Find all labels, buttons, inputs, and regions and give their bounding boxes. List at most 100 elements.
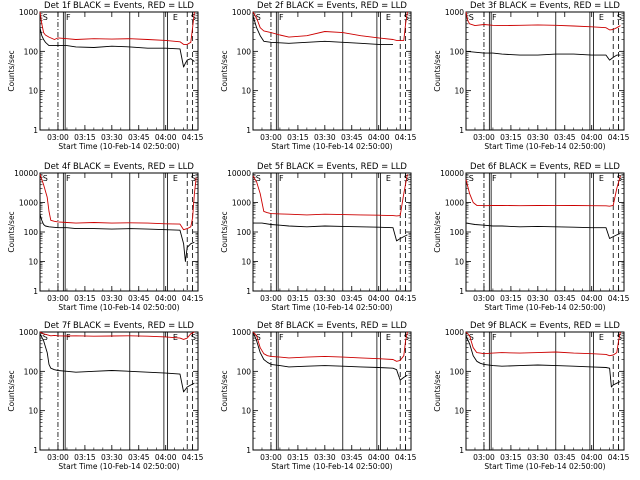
x-tick-label: 03:00 [47, 133, 69, 142]
panel-6: Det 6f BLACK = Events, RED = LLD 1 10 100 10… [433, 162, 630, 312]
series-events-line [465, 222, 621, 239]
x-tick-label: 04:15 [395, 294, 417, 303]
interval-marker: E [386, 174, 391, 183]
interval-marker: S [43, 333, 48, 342]
panel-3: Det 3f BLACK = Events, RED = LLD 1 10 100 10… [433, 1, 630, 151]
x-tick-label: 03:15 [500, 133, 522, 142]
plot-frame [39, 11, 199, 131]
x-tick-label: 03:00 [260, 133, 282, 142]
x-tick-label: 04:00 [581, 133, 603, 142]
y-tick-label: 100 [237, 228, 252, 237]
series-events-line [253, 222, 408, 242]
x-tick-label: 03:15 [500, 453, 522, 462]
plot-frame [465, 331, 625, 451]
y-tick-label: 100 [237, 367, 252, 376]
x-tick-label: 03:30 [314, 294, 336, 303]
series-events-line [252, 15, 393, 45]
x-tick-label: 03:15 [74, 294, 96, 303]
x-tick-label: 03:00 [47, 453, 69, 462]
x-axis-label: Start Time (10-Feb-14 02:50:00) [484, 303, 605, 312]
x-tick-label: 03:30 [314, 133, 336, 142]
panel-title: Det 6f BLACK = Events, RED = LLD [470, 162, 620, 172]
y-tick-label: 100 [24, 367, 39, 376]
x-axis-label: Start Time (10-Feb-14 02:50:00) [271, 303, 392, 312]
y-tick-label: 10000 [440, 169, 464, 178]
y-axis-label: Counts/sec [220, 50, 229, 91]
x-tick-label: 04:00 [581, 453, 603, 462]
x-tick-label: 03:00 [260, 294, 282, 303]
panel-7: Det 7f BLACK = Events, RED = LLD 1 10 100 10… [7, 321, 204, 471]
y-axis-label: Counts/sec [433, 211, 442, 252]
x-tick-label: 04:15 [608, 294, 630, 303]
x-tick-label: 04:15 [395, 453, 417, 462]
interval-marker: S [469, 333, 474, 342]
interval-marker: F [279, 13, 284, 22]
x-tick-label: 04:00 [155, 453, 177, 462]
x-tick-label: 03:00 [260, 453, 282, 462]
plot-frame [39, 331, 199, 451]
panel-title: Det 2f BLACK = Events, RED = LLD [257, 1, 407, 11]
y-tick-label: 100 [450, 47, 465, 56]
interval-marker: E [386, 13, 391, 22]
x-tick-label: 04:15 [395, 133, 417, 142]
panel-title: Det 5f BLACK = Events, RED = LLD [257, 162, 407, 172]
x-tick-label: 03:15 [500, 294, 522, 303]
plot-frame [252, 11, 412, 131]
x-axis-label: Start Time (10-Feb-14 02:50:00) [271, 142, 392, 151]
x-tick-label: 03:30 [527, 133, 549, 142]
x-tick-label: 03:45 [554, 453, 576, 462]
y-tick-label: 10 [28, 407, 38, 416]
interval-marker: S [256, 13, 261, 22]
y-tick-label: 1000 [232, 328, 251, 337]
y-tick-label: 1 [33, 287, 38, 296]
interval-marker: F [492, 174, 497, 183]
x-tick-label: 03:45 [128, 133, 150, 142]
plot-frame [465, 11, 625, 131]
x-tick-label: 04:15 [182, 453, 204, 462]
y-tick-label: 1 [459, 126, 464, 135]
y-axis-label: Counts/sec [7, 370, 16, 411]
series-events-line [39, 214, 195, 262]
y-tick-label: 1 [246, 446, 251, 455]
y-tick-label: 1000 [19, 199, 38, 208]
y-tick-label: 10 [241, 87, 251, 96]
panel-title: Det 7f BLACK = Events, RED = LLD [44, 321, 194, 331]
x-axis-label: Start Time (10-Feb-14 02:50:00) [58, 142, 179, 151]
panel-5: Det 5f BLACK = Events, RED = LLD 1 10 100 10… [220, 162, 417, 312]
y-tick-label: 1000 [232, 8, 251, 17]
x-tick-label: 03:30 [101, 294, 123, 303]
panel-title: Det 1f BLACK = Events, RED = LLD [44, 1, 194, 11]
x-tick-label: 03:00 [473, 133, 495, 142]
interval-marker: S [617, 13, 622, 22]
interval-marker: E [386, 333, 391, 342]
series-events-line [39, 27, 195, 68]
x-tick-label: 03:00 [473, 294, 495, 303]
x-tick-label: 03:30 [101, 133, 123, 142]
y-tick-label: 1 [246, 126, 251, 135]
x-tick-label: 03:00 [473, 453, 495, 462]
interval-marker: S [469, 13, 474, 22]
y-tick-label: 10 [28, 87, 38, 96]
y-axis-label: Counts/sec [7, 211, 16, 252]
interval-marker: S [191, 174, 196, 183]
series-events-line [465, 335, 621, 388]
x-tick-label: 03:30 [527, 453, 549, 462]
interval-marker: F [66, 174, 71, 183]
x-tick-label: 04:00 [368, 453, 390, 462]
interval-marker: F [66, 13, 71, 22]
y-tick-label: 1 [33, 126, 38, 135]
interval-marker: S [43, 174, 48, 183]
y-tick-label: 1 [459, 446, 464, 455]
y-tick-label: 100 [450, 228, 465, 237]
series-lld-line [465, 175, 621, 207]
panel-title: Det 9f BLACK = Events, RED = LLD [470, 321, 620, 331]
x-tick-label: 04:00 [581, 294, 603, 303]
y-tick-label: 1 [33, 446, 38, 455]
x-tick-label: 04:00 [155, 294, 177, 303]
y-tick-label: 10 [454, 258, 464, 267]
interval-marker: S [256, 333, 261, 342]
y-tick-label: 1000 [445, 199, 464, 208]
series-lld-line [252, 174, 408, 217]
series-lld-line [465, 331, 621, 357]
y-axis-label: Counts/sec [220, 211, 229, 252]
